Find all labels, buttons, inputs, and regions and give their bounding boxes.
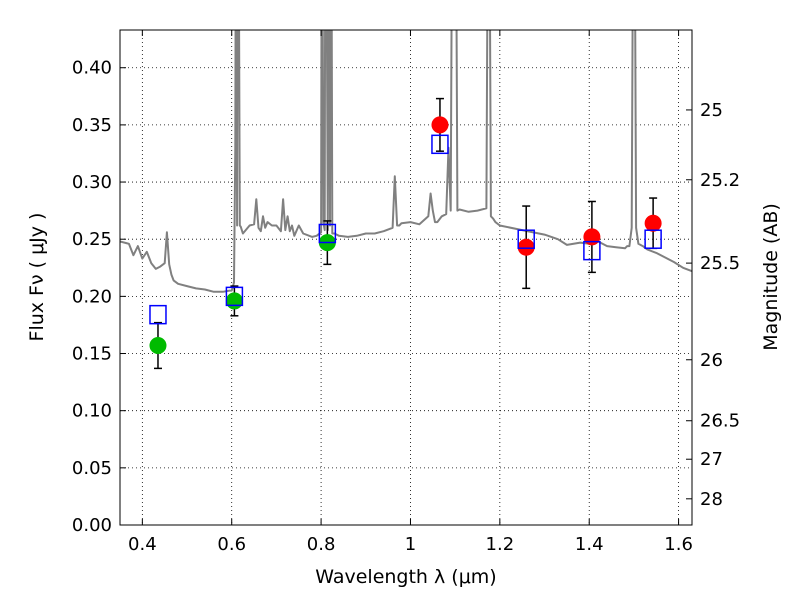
right-axis-label: Magnitude (AB) [760,203,782,351]
x-tick-label: 1.6 [664,534,693,555]
right-tick-label: 25.5 [700,253,740,274]
points-layer [149,97,662,370]
data-point [225,292,243,310]
y-tick-label: 0.15 [72,344,112,365]
ticks [120,30,692,526]
y-tick-label: 0.20 [72,286,112,307]
right-tick-label: 25.2 [700,170,740,191]
x-tick-label: 0.4 [128,534,157,555]
y-tick-label: 0.40 [72,58,112,79]
x-tick-label: 1.4 [575,534,604,555]
y-tick-label: 0.00 [72,515,112,536]
y-tick-label: 0.30 [72,172,112,193]
spectrum-layer [120,30,692,293]
plot-frame [119,29,693,526]
model-square [225,286,244,307]
data-point [149,337,167,355]
tick-labels: 0.4 0.6 0.8 1 1.2 1.4 1.6 0.00 0.05 0.10 0.15 0.20 0… [72,58,740,555]
model-square [149,304,167,325]
x-axis-label: Wavelength λ (μm) [315,566,496,588]
right-tick-label: 27 [700,449,723,470]
grid [120,30,692,525]
right-tick-label: 25 [700,100,723,121]
data-point [644,214,662,232]
data-point [517,238,535,256]
model-square [517,229,535,249]
y-tick-label: 0.25 [72,229,112,250]
right-tick-label: 28 [700,489,723,510]
y-tick-label: 0.05 [72,458,112,479]
right-tick-label: 26 [700,350,723,371]
x-tick-label: 0.6 [217,534,246,555]
model-square [431,134,449,155]
data-point [431,116,449,134]
model-square [318,223,337,244]
data-point [583,228,601,246]
x-tick-label: 1 [405,534,416,555]
x-tick-label: 0.8 [307,534,336,555]
y-tick-label: 0.10 [72,401,112,422]
spectrum-line [120,30,692,293]
model-square [583,240,601,261]
x-tick-label: 1.2 [486,534,515,555]
y-axis-label: Flux Fν ( μJy ) [26,213,48,342]
model-square [644,229,662,249]
y-tick-label: 0.35 [72,115,112,136]
right-tick-label: 26.5 [700,411,740,432]
